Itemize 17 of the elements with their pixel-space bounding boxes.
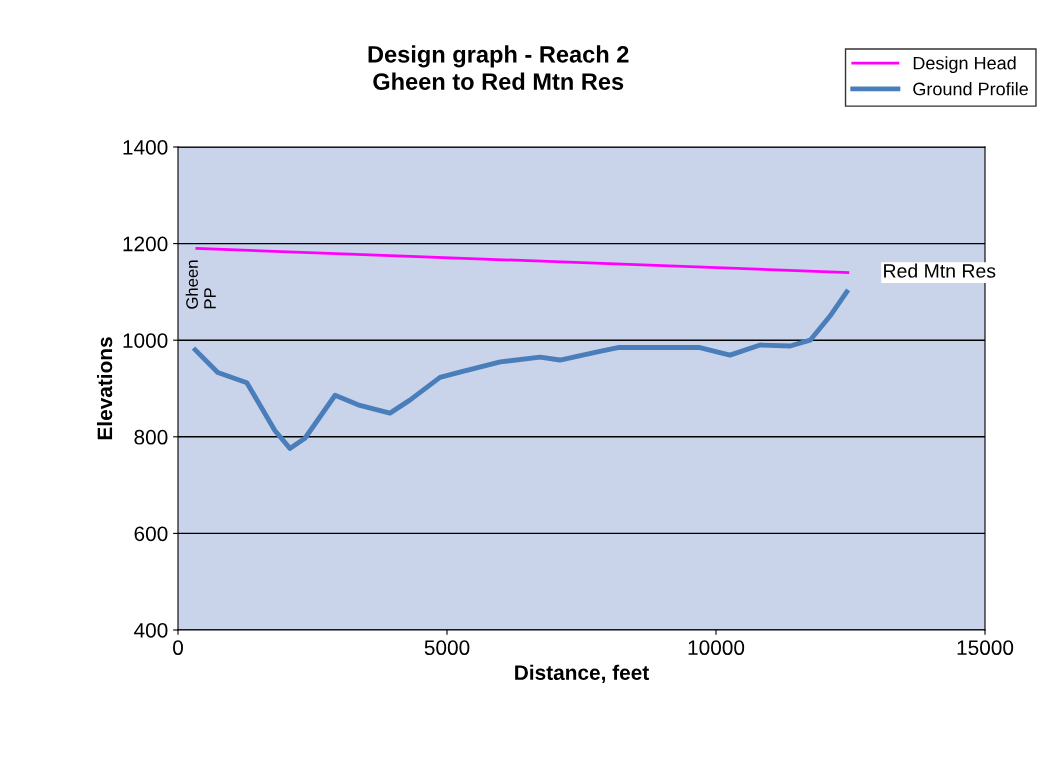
x-tick-label: 0 bbox=[173, 640, 183, 656]
x-tick-label: 5000 bbox=[424, 640, 470, 656]
y-tick-label: 1400 bbox=[123, 140, 168, 155]
annotation: Gheen PP bbox=[185, 260, 216, 309]
y-tick-label: 600 bbox=[134, 526, 168, 542]
x-tick-label: 15000 bbox=[957, 640, 1014, 656]
annotation: Red Mtn Res bbox=[884, 263, 996, 278]
x-axis-title: Distance, feet bbox=[515, 664, 649, 684]
y-tick-label: 400 bbox=[134, 623, 168, 638]
legend-label: Design Head bbox=[913, 56, 1016, 74]
y-tick-label: 1000 bbox=[123, 333, 168, 348]
legend-label: Ground Profile bbox=[913, 82, 1028, 96]
y-axis-title: Elevations bbox=[96, 337, 113, 440]
chart-title: Design graph - Reach 2 Gheen to Red Mtn Res bbox=[368, 45, 629, 90]
y-tick-label: 1200 bbox=[123, 236, 168, 252]
y-tick-label: 800 bbox=[134, 429, 168, 445]
x-tick-label: 10000 bbox=[688, 640, 745, 656]
